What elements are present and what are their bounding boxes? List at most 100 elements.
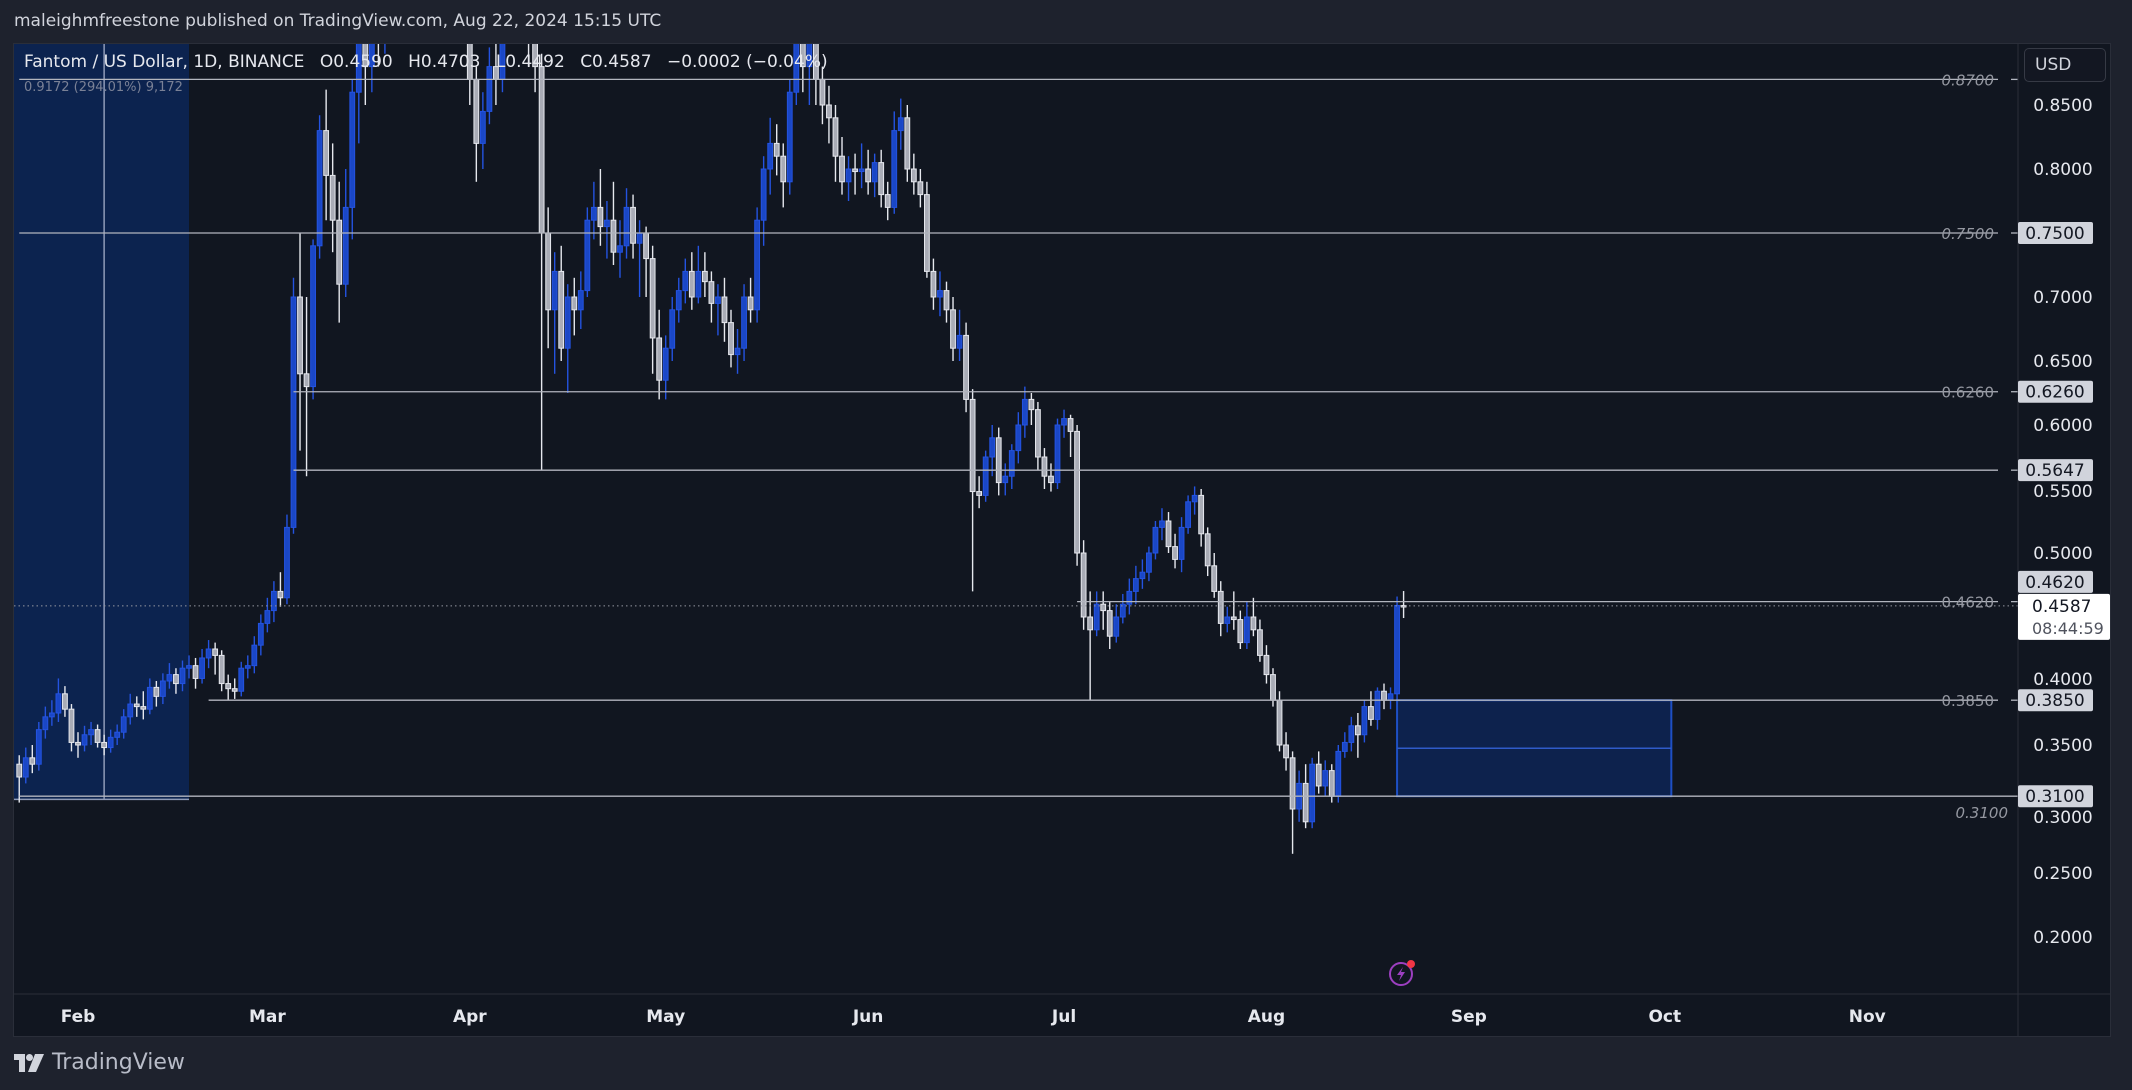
horizontal-line-label: 0.8700 — [1942, 71, 1995, 89]
candle-body — [656, 337, 663, 381]
time-tick-label: Jun — [852, 1007, 884, 1027]
candle — [564, 284, 571, 393]
candle-body — [1165, 520, 1172, 548]
candle — [1028, 393, 1035, 425]
candle — [1080, 540, 1087, 630]
time-tick-label: Apr — [453, 1007, 487, 1027]
candle-body — [140, 706, 147, 710]
candle-body — [238, 667, 245, 692]
candle — [1067, 414, 1074, 457]
candle — [1204, 527, 1211, 577]
candle — [747, 277, 754, 323]
candle — [88, 721, 94, 745]
candle-body — [799, 44, 806, 68]
price-tick-label: 0.2500 — [2033, 864, 2092, 884]
candle — [538, 53, 545, 470]
candle — [767, 117, 774, 195]
candle — [1361, 700, 1368, 743]
candle-body — [1061, 418, 1067, 426]
candle-body — [16, 763, 23, 778]
candle — [238, 661, 245, 697]
candle-body — [1035, 409, 1041, 458]
candle-body — [649, 258, 656, 339]
candle — [858, 143, 865, 189]
candle — [937, 271, 943, 317]
candle — [982, 450, 989, 502]
price-axis[interactable]: 0.8500 0.8000 0.7000 0.6500 0.6000 0.5500 0.50… — [2033, 96, 2092, 948]
time-tick-label: Jul — [1051, 1007, 1076, 1027]
candle — [819, 66, 826, 125]
candle-body — [94, 729, 101, 743]
candle-body — [1119, 603, 1126, 618]
candle-body — [1008, 450, 1015, 477]
candle-body — [904, 117, 911, 170]
candle-body — [342, 206, 349, 285]
candle — [81, 725, 88, 752]
price-tick-label: 0.4000 — [2033, 670, 2092, 690]
lightning-alert-icon[interactable] — [1386, 956, 1420, 990]
candle — [199, 649, 205, 684]
candle — [806, 44, 813, 105]
candle-body — [551, 270, 558, 311]
candle-body — [754, 219, 761, 311]
tradingview-brand[interactable]: TradingView — [52, 1050, 185, 1075]
candle — [532, 44, 539, 93]
candle — [277, 572, 284, 607]
candle-body — [1191, 494, 1198, 503]
candle-body — [969, 398, 976, 493]
candle — [218, 650, 225, 692]
candle-body — [486, 66, 493, 112]
candle — [708, 271, 715, 323]
candle-body — [812, 44, 819, 80]
candle — [1015, 412, 1022, 464]
candle-body — [101, 741, 108, 749]
candle-body — [584, 219, 591, 292]
price-tag — [2018, 459, 2093, 482]
candle — [527, 44, 530, 67]
candle-body — [231, 688, 238, 692]
candle — [786, 79, 793, 195]
candle — [656, 309, 663, 400]
candle-body — [532, 44, 539, 68]
candle-body — [760, 168, 767, 221]
candle-body — [376, 0, 381, 28]
candle — [166, 663, 173, 689]
candle-body — [1257, 629, 1263, 656]
candle-body — [1328, 770, 1335, 797]
price-tag-label: 0.3850 — [2025, 691, 2084, 711]
current-price-tag — [2018, 593, 2110, 640]
candle — [284, 514, 290, 605]
candle-body — [636, 232, 643, 244]
candle-body — [982, 456, 989, 496]
currency-button[interactable]: USD — [2024, 48, 2106, 82]
candle — [297, 233, 303, 451]
candle — [551, 252, 558, 374]
candle-body — [513, 0, 518, 15]
candle-body — [852, 168, 858, 173]
candle — [257, 614, 264, 656]
candle — [1113, 604, 1120, 643]
price-range-zone — [14, 44, 190, 800]
candle — [1322, 760, 1329, 797]
candle — [1374, 687, 1381, 730]
candle — [799, 44, 806, 93]
candle-body — [1093, 603, 1100, 631]
candle-body — [1015, 424, 1022, 452]
candle — [271, 581, 277, 623]
candle-body — [316, 130, 323, 247]
candle-body — [956, 334, 963, 349]
candle-body — [617, 245, 623, 253]
candle — [884, 181, 891, 221]
candle — [1394, 596, 1400, 701]
candle-body — [832, 117, 839, 157]
candle-body — [362, 44, 369, 68]
candle — [1021, 386, 1028, 438]
candle — [336, 181, 343, 323]
candle — [107, 729, 114, 753]
candle — [760, 156, 767, 246]
candle — [16, 755, 23, 803]
candle-body — [1322, 770, 1329, 787]
time-axis[interactable]: Feb Mar Apr May Jun Jul Aug Sep Oct Nov — [61, 1007, 1886, 1027]
candle-body — [479, 110, 486, 144]
